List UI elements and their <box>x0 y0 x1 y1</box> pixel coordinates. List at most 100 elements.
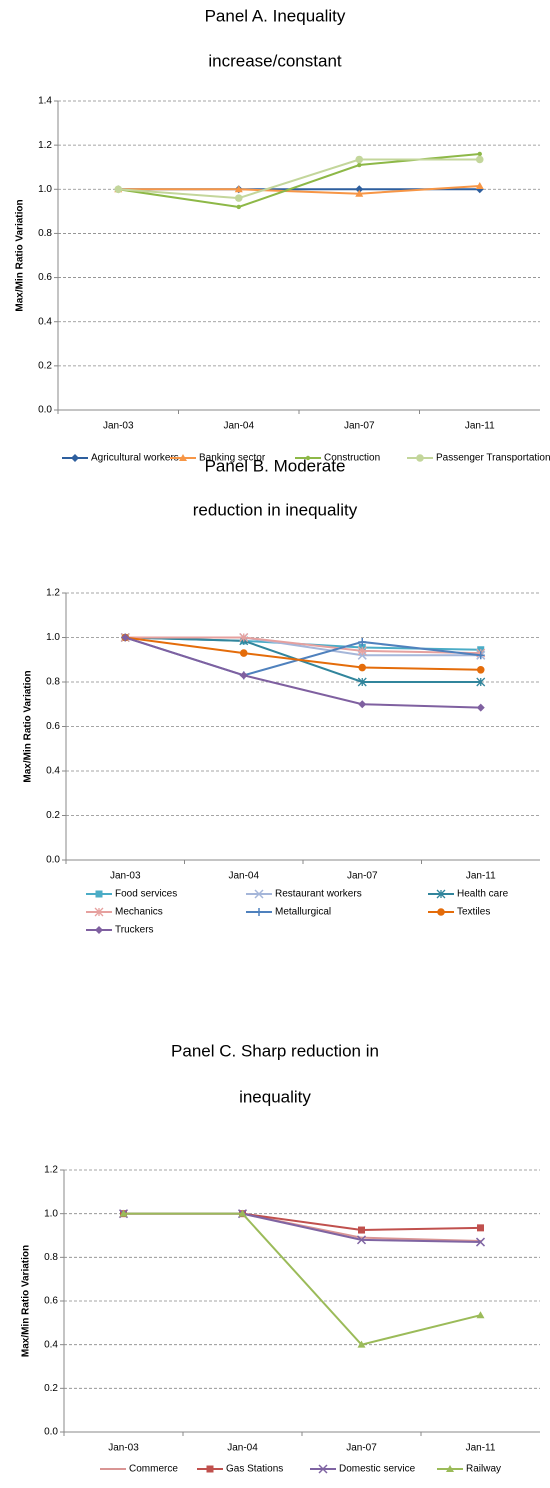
marker <box>355 155 364 164</box>
y-axis-label: Max/Min Ratio Variation <box>23 670 34 782</box>
marker <box>357 677 367 687</box>
series-line <box>125 636 481 671</box>
legend-marker <box>436 889 446 899</box>
x-tick-label: Jan-07 <box>344 421 375 432</box>
marker <box>476 703 485 712</box>
x-tick-label: Jan-11 <box>466 871 496 882</box>
y-tick-label: 0.0 <box>38 405 52 416</box>
x-tick-label: Jan-03 <box>108 1443 139 1454</box>
legend-marker <box>416 454 424 462</box>
legend-label: Construction <box>324 453 380 464</box>
marker <box>475 155 484 164</box>
marker <box>358 1226 365 1234</box>
marker <box>119 1209 128 1217</box>
series-line <box>125 636 481 655</box>
legend-marker <box>318 1464 328 1474</box>
marker <box>477 1224 484 1232</box>
x-tick-label: Jan-03 <box>103 421 134 432</box>
chart-title: reduction in inequality <box>193 500 358 519</box>
x-tick-label: Jan-04 <box>227 1443 258 1454</box>
legend-label: Restaurant workers <box>275 889 362 900</box>
y-tick-label: 1.2 <box>44 1165 58 1176</box>
marker <box>239 649 248 657</box>
x-tick-label: Jan-04 <box>228 871 259 882</box>
y-tick-label: 0.4 <box>46 766 60 777</box>
legend-label: Passenger Transportation <box>436 453 550 464</box>
y-tick-label: 0.2 <box>44 1383 58 1394</box>
marker <box>236 204 241 210</box>
legend-marker <box>95 926 103 934</box>
legend-marker <box>179 454 187 461</box>
legend-marker <box>94 907 104 917</box>
marker <box>357 1340 366 1348</box>
legend-marker <box>255 908 263 916</box>
chart-title: increase/constant <box>208 51 342 70</box>
y-tick-label: 0.6 <box>46 721 60 732</box>
marker <box>239 671 248 680</box>
marker <box>121 633 130 642</box>
legend-label: Gas Stations <box>226 1464 283 1475</box>
y-tick-label: 0.8 <box>38 228 52 239</box>
y-tick-label: 0.6 <box>38 272 52 283</box>
y-tick-label: 0.4 <box>38 316 52 327</box>
marker <box>476 1311 485 1319</box>
legend-label: Food services <box>115 889 177 900</box>
marker <box>234 194 243 202</box>
x-tick-label: Jan-03 <box>110 871 141 882</box>
y-tick-label: 1.2 <box>46 588 60 599</box>
y-tick-label: 0.2 <box>46 810 60 821</box>
y-tick-label: 0.4 <box>44 1339 58 1350</box>
legend-label: Mechanics <box>115 907 163 918</box>
series-line <box>118 184 480 195</box>
legend-marker <box>446 1465 454 1472</box>
legend-label: Metallurgical <box>275 907 331 918</box>
x-tick-label: Jan-07 <box>347 871 378 882</box>
marker <box>357 162 362 168</box>
marker <box>475 1237 486 1247</box>
marker <box>357 646 367 656</box>
legend-marker <box>254 889 264 899</box>
y-tick-label: 1.0 <box>46 632 60 643</box>
y-tick-label: 1.0 <box>38 184 52 195</box>
marker <box>476 665 485 674</box>
y-tick-label: 1.2 <box>38 140 52 151</box>
series-line <box>124 636 481 709</box>
legend-marker <box>437 908 445 916</box>
legend-marker <box>95 890 103 898</box>
y-axis-label: Max/Min Ratio Variation <box>21 1245 32 1357</box>
legend-marker <box>206 1465 214 1473</box>
marker <box>358 637 367 646</box>
y-tick-label: 0.0 <box>46 855 60 866</box>
legend-label: Commerce <box>129 1464 178 1475</box>
y-tick-label: 1.4 <box>38 96 52 107</box>
series-line <box>118 152 480 208</box>
x-tick-label: Jan-04 <box>223 421 254 432</box>
y-axis-label: Max/Min Ratio Variation <box>15 199 26 311</box>
marker <box>356 1235 367 1245</box>
marker <box>477 151 482 157</box>
marker <box>475 181 484 189</box>
marker <box>360 1236 363 1239</box>
marker <box>114 185 123 194</box>
x-tick-label: Jan-07 <box>346 1443 377 1454</box>
marker <box>476 677 486 687</box>
marker <box>355 189 364 197</box>
legend-label: Domestic service <box>339 1464 416 1475</box>
legend-marker <box>71 454 79 462</box>
marker <box>358 700 367 709</box>
y-tick-label: 0.8 <box>46 677 60 688</box>
marker <box>239 633 249 642</box>
legend-label: Railway <box>466 1464 501 1475</box>
marker <box>355 185 364 194</box>
chart-title: Panel A. Inequality <box>205 6 346 25</box>
y-tick-label: 0.6 <box>44 1296 58 1307</box>
y-tick-label: 1.0 <box>44 1208 58 1219</box>
legend-label: Truckers <box>115 925 154 936</box>
chart-title: Panel C. Sharp reduction in <box>171 1041 379 1060</box>
marker <box>238 1209 247 1217</box>
x-tick-label: Jan-11 <box>466 1443 496 1454</box>
legend-label: Health care <box>457 889 509 900</box>
series-line <box>125 636 481 683</box>
legend-marker <box>305 455 311 461</box>
